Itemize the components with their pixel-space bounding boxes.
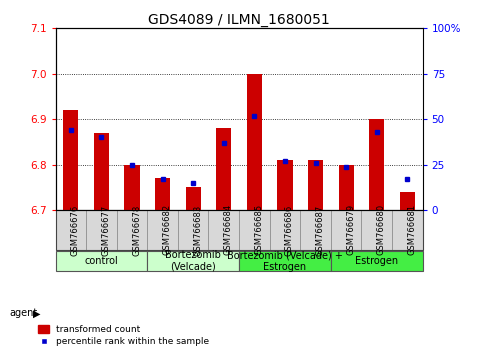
Bar [331,251,423,271]
Text: GSM766682: GSM766682 [163,204,171,256]
Bar [155,178,170,210]
Bar [56,210,423,250]
Text: GSM766686: GSM766686 [285,204,294,256]
Bar [239,251,331,271]
Text: ▶: ▶ [33,308,41,318]
Bar [209,210,239,250]
Text: GSM766684: GSM766684 [224,204,233,256]
Text: GSM766685: GSM766685 [255,204,263,256]
Bar [247,74,262,210]
Bar [339,165,354,210]
Bar [147,251,239,271]
Text: Bortezomib
(Velcade): Bortezomib (Velcade) [165,250,221,272]
Text: agent: agent [10,308,38,318]
Text: GSM766680: GSM766680 [377,204,386,256]
Bar [277,160,293,210]
Text: GSM766677: GSM766677 [101,204,111,256]
Bar [216,129,231,210]
Bar [125,165,140,210]
Bar [147,210,178,250]
Text: GSM766676: GSM766676 [71,204,80,256]
Bar [56,210,86,250]
Text: Estrogen: Estrogen [355,256,398,266]
Text: GSM766687: GSM766687 [315,204,325,256]
Text: GSM766683: GSM766683 [193,204,202,256]
Bar [185,188,201,210]
Bar [308,160,323,210]
Text: Bortezomib (Velcade) +
Estrogen: Bortezomib (Velcade) + Estrogen [227,250,343,272]
Text: GSM766678: GSM766678 [132,204,141,256]
Bar [400,192,415,210]
Bar [94,133,109,210]
Bar [361,210,392,250]
Bar [86,210,117,250]
Text: GSM766679: GSM766679 [346,204,355,256]
Text: GSM766681: GSM766681 [407,204,416,256]
Text: control: control [85,256,118,266]
Bar [392,210,423,250]
Bar [63,110,78,210]
Bar [300,210,331,250]
Title: GDS4089 / ILMN_1680051: GDS4089 / ILMN_1680051 [148,13,330,27]
Bar [369,119,384,210]
Bar [331,210,361,250]
Bar [178,210,209,250]
Bar [117,210,147,250]
Bar [270,210,300,250]
Bar [239,210,270,250]
Bar [56,251,147,271]
Legend: transformed count, percentile rank within the sample: transformed count, percentile rank withi… [38,325,210,346]
